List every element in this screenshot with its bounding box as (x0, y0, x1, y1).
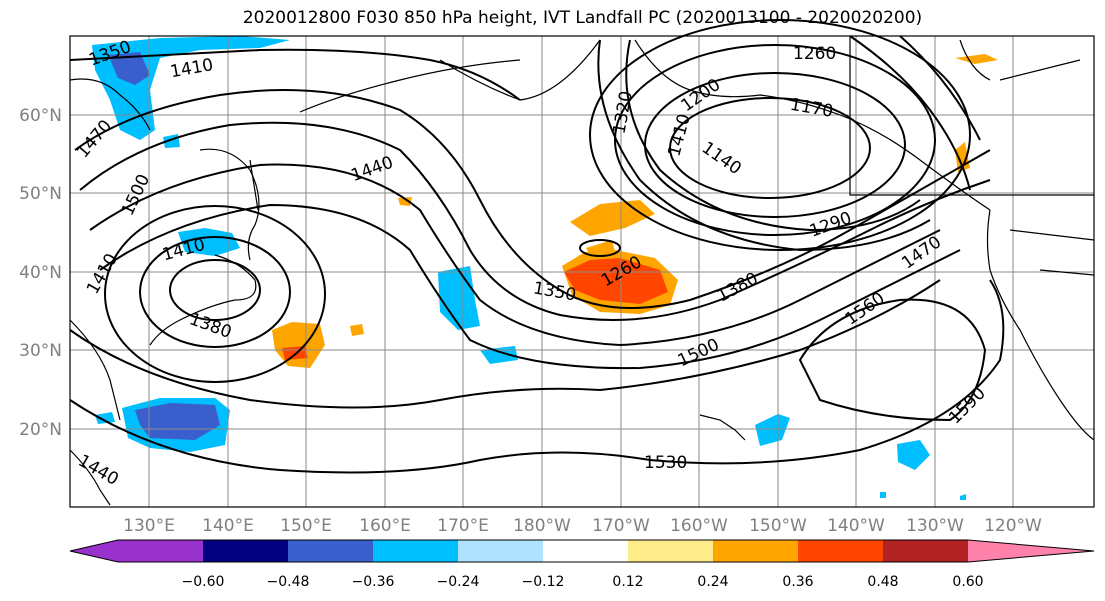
colorbar-ticks: −0.60 −0.48 −0.36 −0.24 −0.12 0.12 0.24 … (182, 574, 984, 590)
colorbar-tick: −0.12 (522, 574, 565, 590)
colorbar-tick: −0.48 (267, 574, 310, 590)
colorbar-tick: 0.48 (867, 574, 898, 590)
lat-label: 40°N (19, 263, 62, 283)
colorbar-segment (203, 540, 288, 562)
latitude-labels: 60°N 50°N 40°N 30°N 20°N (19, 106, 62, 440)
height-contours (69, 19, 1005, 474)
lon-label: 170°E (437, 516, 489, 536)
map-panel: 1350 1410 1470 1500 1410 1440 1410 1440 … (69, 19, 1095, 508)
colorbar-segment (883, 540, 968, 562)
colorbar-tick: −0.60 (182, 574, 225, 590)
lon-label: 140°W (827, 516, 885, 536)
colorbar-extend-high (968, 540, 1094, 562)
lon-label: 130°E (123, 516, 175, 536)
colorbar-segment (798, 540, 883, 562)
colorbar-segment (543, 540, 628, 562)
lon-label: 160°E (359, 516, 411, 536)
gridlines (70, 36, 1094, 507)
colorbar-segment (118, 540, 203, 562)
lon-label: 180°W (513, 516, 571, 536)
lat-label: 30°N (19, 341, 62, 361)
colorbar-segment (713, 540, 798, 562)
colorbar-segment (288, 540, 373, 562)
lon-label: 150°E (280, 516, 332, 536)
colorbar-segment (628, 540, 713, 562)
coastlines (69, 36, 1095, 506)
lat-label: 60°N (19, 106, 62, 126)
colorbar-segment (458, 540, 543, 562)
map-frame (69, 35, 1095, 508)
colorbar-tick: 0.12 (612, 574, 643, 590)
lat-label: 20°N (19, 420, 62, 440)
lon-label: 150°W (749, 516, 807, 536)
contour-label: 1260 (793, 44, 836, 64)
colorbar-tick: −0.36 (352, 574, 395, 590)
colorbar-tick: 0.60 (952, 574, 983, 590)
colorbar-tick: 0.36 (782, 574, 813, 590)
lon-label: 160°W (670, 516, 728, 536)
colorbar-extend-low (70, 540, 118, 562)
lon-label: 120°W (984, 516, 1042, 536)
colorbar-tick: −0.24 (437, 574, 480, 590)
colorbar-segment (373, 540, 458, 562)
lon-label: 170°W (592, 516, 650, 536)
lon-label: 140°E (202, 516, 254, 536)
colorbar-tick: 0.24 (697, 574, 728, 590)
lon-label: 130°W (906, 516, 964, 536)
colorbar: −0.60 −0.48 −0.36 −0.24 −0.12 0.12 0.24 … (69, 539, 1095, 590)
lat-label: 50°N (19, 184, 62, 204)
longitude-labels: 130°E 140°E 150°E 160°E 170°E 180°W 170°… (123, 516, 1042, 536)
map-title: 2020012800 F030 850 hPa height, IVT Land… (242, 8, 923, 28)
contour-label: 1530 (644, 453, 687, 473)
